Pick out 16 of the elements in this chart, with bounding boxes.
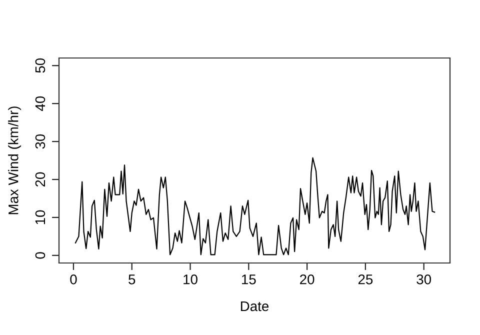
x-axis-title: Date xyxy=(240,301,269,312)
y-tick-label: 30 xyxy=(35,134,46,149)
y-tick-label: 20 xyxy=(35,172,46,187)
y-tick-label: 10 xyxy=(35,210,46,224)
x-tick-label: 30 xyxy=(416,274,432,284)
x-tick-label: 0 xyxy=(70,274,77,284)
line-series xyxy=(74,157,436,256)
y-axis-title: Max Wind (km/hr) xyxy=(8,106,22,214)
x-tick-label: 10 xyxy=(184,274,198,284)
y-tick-label: 0 xyxy=(35,252,46,259)
y-tick-label: 40 xyxy=(35,96,46,111)
x-tick-label: 15 xyxy=(242,274,256,284)
y-tick-label: 50 xyxy=(35,58,46,73)
x-tick-label: 20 xyxy=(300,274,314,284)
x-tick-label: 5 xyxy=(128,274,136,284)
x-tick-label: 25 xyxy=(358,274,373,284)
